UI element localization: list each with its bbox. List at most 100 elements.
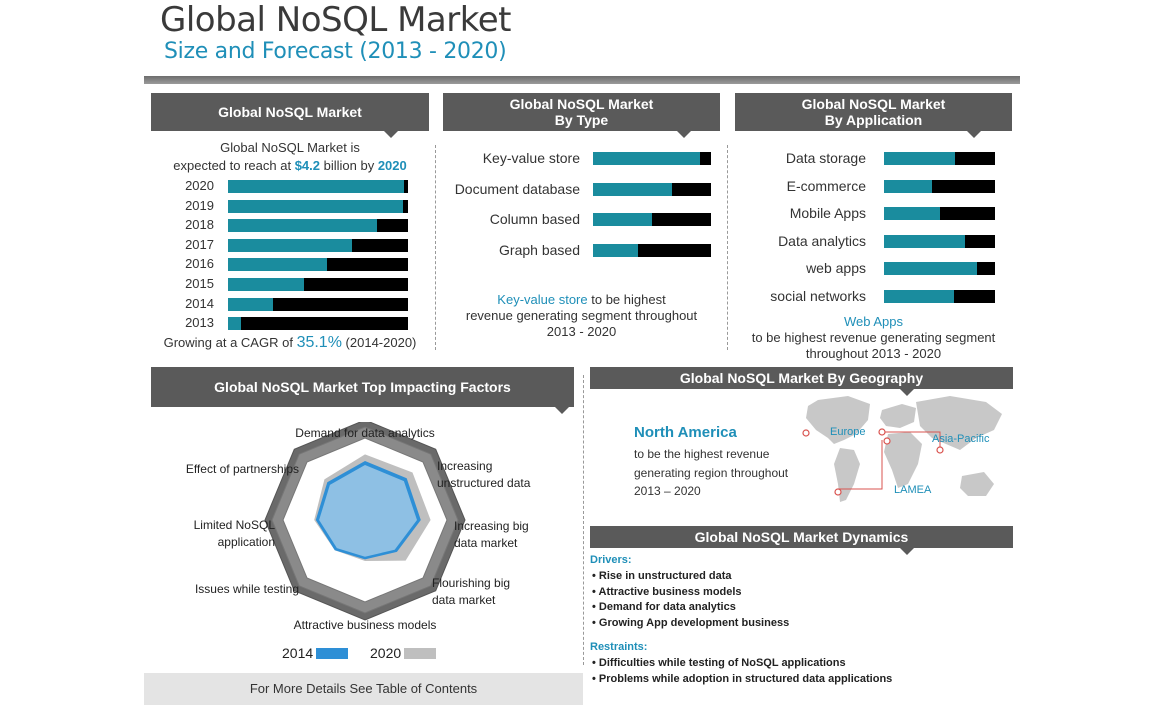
application-bar-fill (884, 262, 978, 275)
factors-header-notch (555, 407, 569, 414)
application-header-line1: Global NoSQL Market (801, 96, 946, 112)
market-year-bar-fill (228, 219, 378, 233)
radar-axis-label: Demand for data analytics (295, 426, 434, 440)
world-map: Europe Asia-Pacific LAMEA (802, 396, 1002, 502)
radar-axis-label: Increasing big data market (454, 519, 529, 550)
page-title: Global NoSQL Market (160, 0, 511, 40)
application-bar (884, 262, 995, 275)
type-bar-fill (593, 213, 652, 226)
application-note-line2: to be highest revenue generating segment (751, 330, 996, 345)
type-label: Document database (454, 180, 580, 197)
radar-axis-label: Effect of partnerships (186, 462, 299, 476)
market-line2-pre: expected to reach at (173, 158, 295, 173)
application-bar-fill (884, 207, 940, 220)
type-bar (593, 213, 711, 226)
type-label: Column based (489, 211, 580, 227)
factors-header: Global NoSQL Market Top Impacting Factor… (151, 367, 574, 407)
cagr-pre: Growing at a CAGR of (163, 335, 297, 350)
region-label-europe: Europe (830, 426, 865, 438)
restraints-label: Restraints: (590, 641, 648, 653)
type-label: Key-value store (482, 150, 580, 166)
market-value: $4.2 (294, 158, 320, 173)
market-year-label: 2015 (185, 276, 214, 291)
type-bar-fill (593, 182, 673, 196)
geography-header-label: Global NoSQL Market By Geography (679, 370, 924, 386)
market-year-label: 2014 (185, 295, 214, 311)
application-label: web apps (806, 260, 866, 276)
radar-axis-label: Flourishing big data market (432, 576, 510, 607)
application-label: Data storage (785, 150, 866, 166)
market-year-bar (228, 317, 408, 331)
drivers-label: Drivers: (590, 554, 632, 566)
market-year-bar (228, 297, 408, 311)
application-bar (884, 289, 995, 303)
market-year-label: 2013 (185, 315, 214, 331)
market-header-label: Global NoSQL Market (218, 104, 362, 120)
type-note-line3: 2013 - 2020 (546, 324, 617, 339)
radar-svg: Demand for data analytics Increasing unstr… (186, 422, 531, 661)
application-label: E-commerce (786, 177, 866, 194)
type-header-line1: Global NoSQL Market (509, 96, 654, 112)
type-bar (593, 152, 711, 165)
application-header-line2: By Application (824, 112, 923, 128)
geography-highlight: North America (634, 424, 737, 441)
market-year-bar (228, 219, 408, 233)
asia-pacific-marker (936, 446, 944, 454)
table-of-contents-link[interactable]: For More Details See Table of Contents (144, 673, 583, 705)
geography-header: Global NoSQL Market By Geography (590, 367, 1013, 389)
application-bar-fill (884, 152, 956, 165)
divider-1 (435, 145, 436, 350)
application-bar (884, 234, 995, 248)
application-label: Data analytics (778, 232, 866, 249)
cagr-post: (2014-2020) (341, 335, 417, 350)
radar-axis-label: Attractive business models (294, 618, 437, 632)
legend-label-2014: 2014 (282, 645, 313, 661)
radar-axis-label: Increasing unstructured data (437, 459, 531, 490)
market-year-bar-fill (228, 278, 304, 291)
geography-note-line1: to be the highest revenue (634, 447, 770, 461)
type-note-highlight: Key-value store (497, 292, 588, 307)
geography-note-line3: 2013 – 2020 (634, 484, 701, 498)
type-header-line2: By Type (554, 112, 609, 128)
geography-header-notch (900, 389, 914, 396)
restraints-list: • Difficulties while testing of NoSQL ap… (592, 656, 892, 687)
asia-pacific-connector (882, 431, 941, 450)
application-bar-fill (884, 289, 954, 303)
application-label: social networks (770, 287, 866, 304)
type-bar (593, 243, 711, 257)
type-header: Global NoSQL Market By Type (443, 93, 720, 131)
market-year-label: 2020 (185, 178, 214, 193)
market-year-bar-fill (228, 199, 403, 213)
application-bar (884, 179, 995, 193)
radar-axis-label: Issues while testing (195, 582, 299, 596)
driver-item: • Demand for data analytics (592, 601, 736, 613)
market-year-bar (228, 238, 408, 252)
application-bar-fill (884, 179, 932, 193)
market-year-bar (228, 278, 408, 291)
geography-note-line2: generating region throughout (634, 465, 789, 480)
market-year-bar-fill (228, 297, 273, 311)
radar-axis-label: Limited NoSQL application (194, 518, 276, 549)
europe-marker-2 (883, 437, 891, 445)
application-note: Web Apps to be highest revenue generatin… (735, 314, 1012, 362)
type-note: Key-value store to be highest revenue ge… (443, 292, 720, 340)
dynamics-header-notch (900, 548, 914, 555)
north-america-marker (802, 429, 810, 437)
application-bar (884, 207, 995, 220)
region-label-lamea: LAMEA (894, 484, 932, 496)
legend-swatch-2020 (404, 648, 436, 659)
market-cagr: Growing at a CAGR of 35.1% (2014-2020) (151, 334, 429, 352)
divider-2 (727, 145, 728, 350)
drivers-list: • Rise in unstructured data • Attractive… (592, 569, 789, 631)
divider-3 (583, 375, 584, 665)
dynamics-header: Global NoSQL Market Dynamics (590, 526, 1013, 548)
europe-marker (878, 428, 886, 436)
type-bar (593, 182, 711, 196)
factors-header-label: Global NoSQL Market Top Impacting Factor… (214, 379, 511, 395)
market-year-bar-fill (228, 258, 327, 272)
type-bar-fill (593, 243, 638, 257)
page-subtitle: Size and Forecast (2013 - 2020) (164, 39, 507, 64)
market-year-bar-fill (228, 238, 353, 252)
market-year-label: 2016 (185, 256, 214, 272)
north-america-shape (806, 396, 870, 444)
